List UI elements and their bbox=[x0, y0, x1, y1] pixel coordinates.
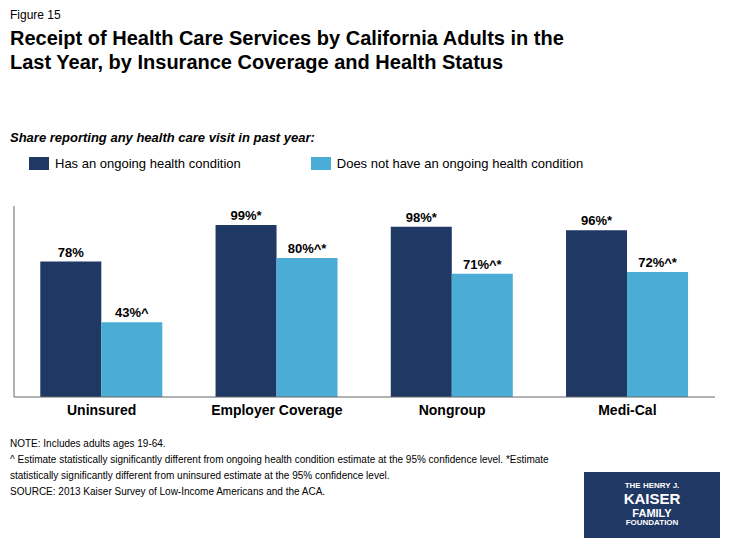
svg-text:96%*: 96%* bbox=[581, 213, 613, 228]
html-text:KAISER: KAISER bbox=[623, 489, 681, 507]
svg-text:Employer Coverage: Employer Coverage bbox=[211, 402, 343, 418]
svg-text:43%^: 43%^ bbox=[115, 305, 149, 320]
svg-text:78%: 78% bbox=[58, 245, 84, 260]
html-text:Does not have an ongoing healt: Does not have an ongoing health conditio… bbox=[336, 156, 584, 171]
html-text:Receipt of Health Care Service: Receipt of Health Care Services by Calif… bbox=[10, 27, 564, 49]
svg-text:98%*: 98%* bbox=[406, 210, 438, 225]
html-text:Share reporting any health car: Share reporting any health care visit in… bbox=[10, 130, 315, 145]
svg-text:Nongroup: Nongroup bbox=[419, 402, 486, 418]
html-text:Has an ongoing health conditio: Has an ongoing health condition bbox=[55, 156, 241, 171]
svg-text:Uninsured: Uninsured bbox=[67, 402, 136, 418]
svg-text:99%*: 99%* bbox=[230, 208, 262, 223]
html-text:^ Estimate statistically signi: ^ Estimate statistically significantly d… bbox=[10, 454, 549, 465]
html-text:statistically significantly di: statistically significantly different fr… bbox=[10, 470, 390, 481]
html-text:SOURCE: 2013 Kaiser Survey of: SOURCE: 2013 Kaiser Survey of Low-Income… bbox=[10, 486, 326, 497]
html-text:THE HENRY J.: THE HENRY J. bbox=[624, 480, 680, 490]
html-text:NOTE: Includes adults ages 19-: NOTE: Includes adults ages 19-64. bbox=[10, 438, 166, 449]
html-text:Figure 15: Figure 15 bbox=[10, 8, 61, 22]
svg-text:80%^*: 80%^* bbox=[288, 241, 328, 256]
html-text:FAMILY: FAMILY bbox=[632, 507, 672, 520]
svg-text:71%^*: 71%^* bbox=[463, 257, 503, 272]
html-text:FOUNDATION: FOUNDATION bbox=[625, 518, 679, 528]
svg-text:Medi-Cal: Medi-Cal bbox=[598, 402, 656, 418]
svg-text:72%^*: 72%^* bbox=[638, 255, 678, 270]
html-text:Last Year, by Insurance Covera: Last Year, by Insurance Coverage and Hea… bbox=[10, 51, 504, 73]
